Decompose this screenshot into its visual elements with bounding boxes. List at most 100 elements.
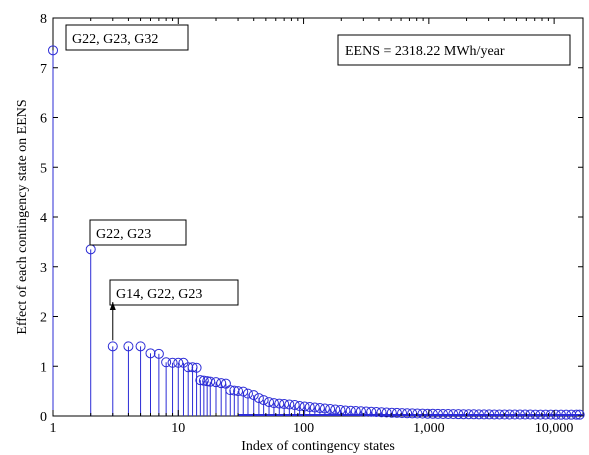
stem-marker-38 <box>309 402 320 413</box>
stem-marker-34 <box>289 400 300 411</box>
stem-marker-81 <box>530 409 541 420</box>
stem-marker-36 <box>299 401 310 412</box>
stem-marker-56 <box>402 408 413 419</box>
eens-textbox: EENS = 2318.22 MWh/year <box>337 34 571 66</box>
stem-marker-70 <box>473 409 484 420</box>
stem-marker-29 <box>264 397 275 408</box>
stem-marker-0 <box>48 45 58 56</box>
stem-marker-89 <box>571 409 582 420</box>
stem-marker-45 <box>345 405 356 416</box>
stem-marker-24 <box>238 386 249 397</box>
x-tick-label-2: 100 <box>293 421 314 436</box>
stem-marker-55 <box>397 408 408 419</box>
stem-marker-63 <box>438 409 449 420</box>
stem-marker-48 <box>361 406 372 417</box>
stem-marker-50 <box>371 407 382 418</box>
stem-marker-78 <box>514 409 525 420</box>
stem-marker-49 <box>366 406 377 417</box>
annotation-box-1 <box>89 219 187 246</box>
stem-marker-62 <box>432 408 443 419</box>
stem-marker-21 <box>225 385 236 396</box>
stem-marker-84 <box>545 409 556 420</box>
stem-marker-61 <box>427 408 438 419</box>
stem-marker-13 <box>191 362 202 373</box>
stem-marker-8 <box>167 357 178 368</box>
stem-marker-19 <box>216 378 227 389</box>
stem-marker-9 <box>173 357 184 368</box>
stem-marker-39 <box>314 403 325 414</box>
stem-marker-66 <box>453 409 464 420</box>
eens-textbox-frame <box>337 34 571 66</box>
y-tick-label-5: 5 <box>40 161 47 176</box>
stem-marker-59 <box>417 408 428 419</box>
stem-marker-6 <box>153 348 164 359</box>
x-axis-title: Index of contingency states <box>241 439 395 454</box>
stem-marker-72 <box>484 409 495 420</box>
stem-marker-4 <box>135 341 146 352</box>
y-tick-label-3: 3 <box>40 261 47 276</box>
stem-marker-37 <box>304 402 315 413</box>
stem-marker-90 <box>574 409 585 420</box>
markers-layer <box>48 45 585 420</box>
stem-marker-87 <box>561 409 572 420</box>
y-tick-label-2: 2 <box>40 311 47 326</box>
x-tick-label-0: 1 <box>50 421 57 436</box>
stem-marker-88 <box>566 409 577 420</box>
stem-marker-3 <box>123 341 134 352</box>
stem-marker-82 <box>535 409 546 420</box>
stem-marker-42 <box>330 404 341 415</box>
stem-marker-58 <box>412 408 423 419</box>
stem-marker-27 <box>253 393 264 404</box>
stem-marker-17 <box>205 376 216 387</box>
stem-marker-47 <box>355 406 366 417</box>
stem-marker-35 <box>294 401 305 412</box>
stem-marker-7 <box>161 357 172 368</box>
annotation-box-0 <box>65 24 189 51</box>
stem-marker-28 <box>258 395 269 406</box>
stem-marker-86 <box>556 409 567 420</box>
annotation-box-2 <box>109 279 239 306</box>
stem-marker-73 <box>489 409 500 420</box>
stem-marker-46 <box>350 406 361 417</box>
stem-marker-77 <box>509 409 520 420</box>
stem-marker-5 <box>145 348 156 359</box>
stem-marker-2 <box>107 341 118 352</box>
stem-marker-52 <box>381 407 392 418</box>
stem-marker-65 <box>448 409 459 420</box>
stem-marker-31 <box>274 398 285 409</box>
stem-marker-67 <box>458 409 469 420</box>
y-tick-label-8: 8 <box>40 12 47 27</box>
annotation-arrow-head <box>109 302 116 310</box>
stem-marker-76 <box>504 409 515 420</box>
x-tick-label-3: 1,000 <box>413 421 445 436</box>
stem-marker-30 <box>268 398 279 409</box>
stem-marker-75 <box>499 409 510 420</box>
stem-marker-11 <box>183 362 194 373</box>
y-tick-label-7: 7 <box>40 62 47 77</box>
x-tick-label-1: 10 <box>171 421 185 436</box>
y-tick-label-6: 6 <box>40 112 47 127</box>
stem-marker-44 <box>340 405 351 416</box>
stem-marker-43 <box>335 405 346 416</box>
stem-marker-85 <box>550 409 561 420</box>
annotations-layer: G22, G23, G32 G22, G23 G14, G22, G23 <box>65 24 239 341</box>
y-tick-label-4: 4 <box>40 211 47 226</box>
stem-marker-18 <box>210 377 221 388</box>
stem-marker-51 <box>376 407 387 418</box>
stem-marker-79 <box>520 409 531 420</box>
x-tick-label-4: 10,000 <box>535 421 574 436</box>
stem-marker-41 <box>325 404 336 415</box>
stem-marker-40 <box>319 403 330 414</box>
stem-marker-25 <box>242 388 253 399</box>
stem-marker-68 <box>463 409 474 420</box>
annotation-label-2: G14, G22, G23 <box>116 287 202 302</box>
stem-marker-53 <box>386 407 397 418</box>
plot-area <box>52 17 584 417</box>
stem-marker-33 <box>284 399 295 410</box>
y-axis-title: Effect of each contingency state on EENS <box>15 99 30 334</box>
stem-marker-32 <box>279 399 290 410</box>
stem-marker-15 <box>198 375 209 386</box>
stem-marker-69 <box>468 409 479 420</box>
